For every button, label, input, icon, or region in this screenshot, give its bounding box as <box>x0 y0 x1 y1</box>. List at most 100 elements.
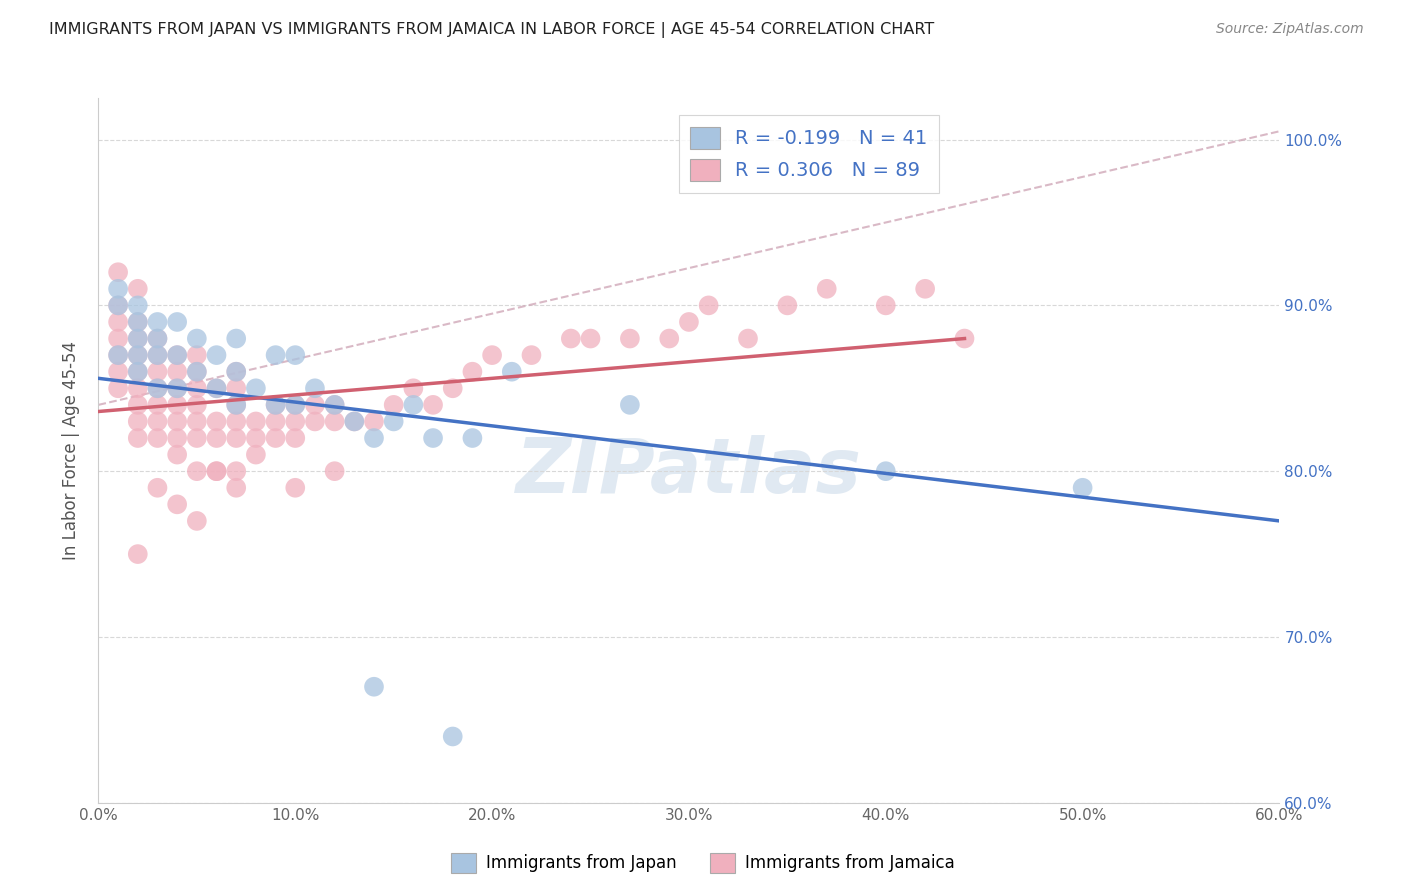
Point <box>107 332 129 346</box>
Point <box>146 398 169 412</box>
Point <box>225 464 247 478</box>
Point <box>776 298 799 312</box>
Point <box>678 315 700 329</box>
Point <box>284 414 307 428</box>
Point <box>127 332 149 346</box>
Point <box>737 332 759 346</box>
Point <box>205 348 228 362</box>
Point <box>186 464 208 478</box>
Point <box>501 365 523 379</box>
Point <box>520 348 543 362</box>
Point <box>146 332 169 346</box>
Point <box>481 348 503 362</box>
Point <box>127 332 149 346</box>
Point <box>127 315 149 329</box>
Point <box>205 464 228 478</box>
Point <box>186 348 208 362</box>
Point <box>402 398 425 412</box>
Point <box>205 464 228 478</box>
Point <box>146 431 169 445</box>
Point <box>127 282 149 296</box>
Point <box>225 332 247 346</box>
Point <box>186 414 208 428</box>
Point <box>402 381 425 395</box>
Point <box>264 431 287 445</box>
Point <box>186 332 208 346</box>
Point <box>284 481 307 495</box>
Point <box>186 398 208 412</box>
Point <box>166 381 188 395</box>
Point <box>205 381 228 395</box>
Point <box>166 431 188 445</box>
Point <box>186 365 208 379</box>
Point <box>166 448 188 462</box>
Point <box>205 431 228 445</box>
Point <box>127 431 149 445</box>
Point <box>127 348 149 362</box>
Point <box>343 414 366 428</box>
Legend: Immigrants from Japan, Immigrants from Jamaica: Immigrants from Japan, Immigrants from J… <box>444 847 962 880</box>
Legend: R = -0.199   N = 41, R = 0.306   N = 89: R = -0.199 N = 41, R = 0.306 N = 89 <box>679 115 939 193</box>
Point <box>323 398 346 412</box>
Point <box>619 332 641 346</box>
Point <box>127 398 149 412</box>
Point <box>284 431 307 445</box>
Point <box>658 332 681 346</box>
Point <box>619 398 641 412</box>
Point <box>186 431 208 445</box>
Point <box>304 398 326 412</box>
Point <box>284 398 307 412</box>
Point <box>107 348 129 362</box>
Point <box>1071 481 1094 495</box>
Point <box>579 332 602 346</box>
Point <box>245 381 267 395</box>
Point <box>107 298 129 312</box>
Point <box>461 365 484 379</box>
Point <box>815 282 838 296</box>
Point <box>323 414 346 428</box>
Point <box>146 381 169 395</box>
Point <box>146 481 169 495</box>
Point <box>146 381 169 395</box>
Point <box>461 431 484 445</box>
Point <box>127 365 149 379</box>
Point <box>441 381 464 395</box>
Point <box>107 315 129 329</box>
Point <box>107 365 129 379</box>
Y-axis label: In Labor Force | Age 45-54: In Labor Force | Age 45-54 <box>62 341 80 560</box>
Point <box>166 398 188 412</box>
Point <box>264 398 287 412</box>
Point <box>205 414 228 428</box>
Point <box>107 298 129 312</box>
Point <box>245 448 267 462</box>
Point <box>875 464 897 478</box>
Point <box>127 315 149 329</box>
Point <box>382 414 405 428</box>
Point <box>422 431 444 445</box>
Point <box>284 398 307 412</box>
Point <box>146 332 169 346</box>
Point <box>225 398 247 412</box>
Point <box>225 398 247 412</box>
Point <box>323 398 346 412</box>
Point <box>146 315 169 329</box>
Point <box>166 365 188 379</box>
Point <box>363 680 385 694</box>
Point <box>107 381 129 395</box>
Point <box>323 464 346 478</box>
Point <box>422 398 444 412</box>
Point <box>875 298 897 312</box>
Point <box>107 265 129 279</box>
Point <box>245 414 267 428</box>
Point <box>146 348 169 362</box>
Point <box>166 381 188 395</box>
Point <box>363 431 385 445</box>
Point <box>953 332 976 346</box>
Point <box>225 365 247 379</box>
Point <box>166 348 188 362</box>
Point <box>146 348 169 362</box>
Point <box>914 282 936 296</box>
Point <box>304 414 326 428</box>
Point <box>186 514 208 528</box>
Point <box>441 730 464 744</box>
